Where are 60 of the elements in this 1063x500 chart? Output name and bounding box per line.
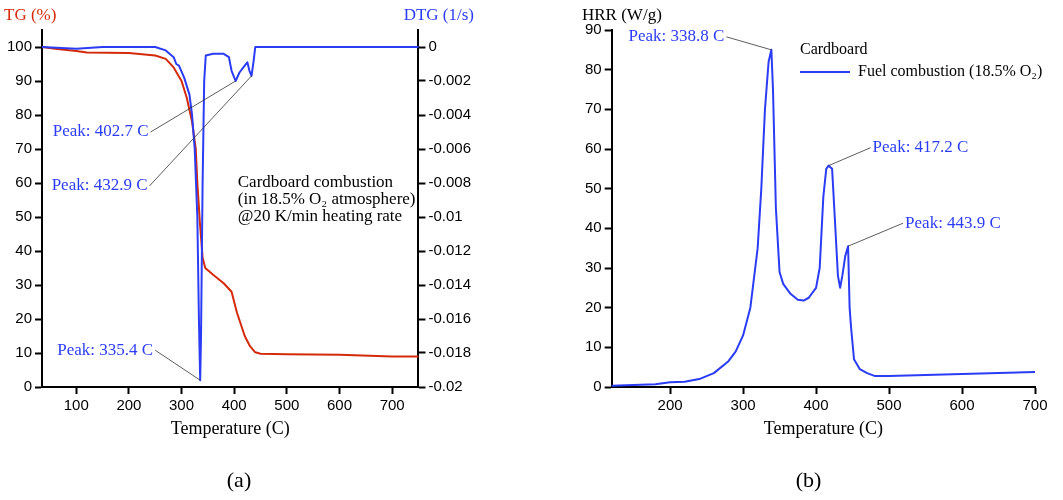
y2-axis-title: DTG (1/s) (403, 5, 474, 25)
y-tick-label: 90 (15, 71, 33, 89)
y2-tick-label: -0.012 (428, 241, 472, 259)
x-tick-label: 500 (876, 396, 902, 414)
y-tick-label: 20 (585, 297, 602, 315)
y-tick-label: 60 (15, 173, 33, 191)
y2-tick-label: -0.002 (428, 71, 472, 89)
y2-tick-label: -0.02 (428, 377, 463, 395)
legend-title: Cardboard (800, 40, 868, 58)
y2-tick-label: -0.006 (428, 139, 472, 157)
y2-tick-label: -0.016 (428, 309, 472, 327)
y-tick-label: 30 (585, 258, 602, 276)
annotation: Peak: 402.7 C (52, 121, 149, 141)
y-tick-label: 10 (585, 337, 602, 355)
y2-tick-label: -0.004 (428, 105, 472, 123)
text: (a) (226, 466, 252, 492)
y2-tick-label: 0 (428, 37, 437, 55)
y-tick-label: 0 (593, 377, 602, 395)
x-tick-label: 300 (730, 396, 756, 414)
y-tick-label: 70 (585, 99, 602, 117)
x-axis-title: Temperature (C) (763, 417, 883, 439)
x-tick-label: 300 (169, 396, 195, 414)
x-tick-label: 700 (379, 396, 405, 414)
x-tick-label: 600 (949, 396, 975, 414)
y2-tick-label: -0.018 (428, 343, 472, 361)
y-tick-label: 30 (15, 275, 33, 293)
annotation: (in 18.5% O₂ atmosphere) (237, 188, 416, 208)
annotation: Peak: 432.9 C (51, 175, 148, 195)
y-tick-label: 70 (15, 139, 33, 157)
x-tick-label: 100 (63, 396, 89, 414)
x-tick-label: 600 (326, 396, 353, 414)
legend-label: Fuel combustion (18.5% O₂) (858, 62, 1043, 81)
x-tick-label: 200 (657, 396, 683, 414)
annotation: Peak: 338.8 C (628, 26, 725, 46)
y-tick-label: 40 (15, 241, 33, 259)
annotation: Peak: 443.9 C (905, 212, 1001, 232)
text: (b) (795, 466, 822, 492)
x-tick-label: 200 (116, 396, 142, 414)
y-tick-label: 0 (23, 377, 33, 395)
y-tick-label: 60 (585, 139, 602, 157)
y-tick-label: 50 (15, 207, 33, 225)
x-tick-label: 500 (274, 396, 300, 414)
y-tick-label: 100 (7, 37, 33, 55)
y2-tick-label: -0.014 (428, 275, 472, 293)
x-tick-label: 700 (1022, 396, 1048, 414)
y2-tick-label: -0.008 (428, 173, 472, 191)
x-tick-label: 400 (803, 396, 829, 414)
y-tick-label: 20 (15, 309, 33, 327)
y-axis-title: TG (%) (4, 5, 57, 25)
y-tick-label: 80 (585, 59, 602, 77)
annotation: Peak: 417.2 C (872, 137, 969, 157)
y-tick-label: 10 (15, 343, 33, 361)
annotation: Cardboard combustion (237, 171, 394, 191)
annotation: Peak: 335.4 C (57, 339, 154, 359)
y2-tick-label: -0.01 (428, 207, 463, 225)
y-tick-label: 80 (15, 105, 33, 123)
y-tick-label: 40 (585, 218, 602, 236)
y-tick-label: 50 (585, 178, 602, 196)
x-tick-label: 400 (221, 396, 247, 414)
x-axis-title: Temperature (C) (170, 417, 290, 439)
